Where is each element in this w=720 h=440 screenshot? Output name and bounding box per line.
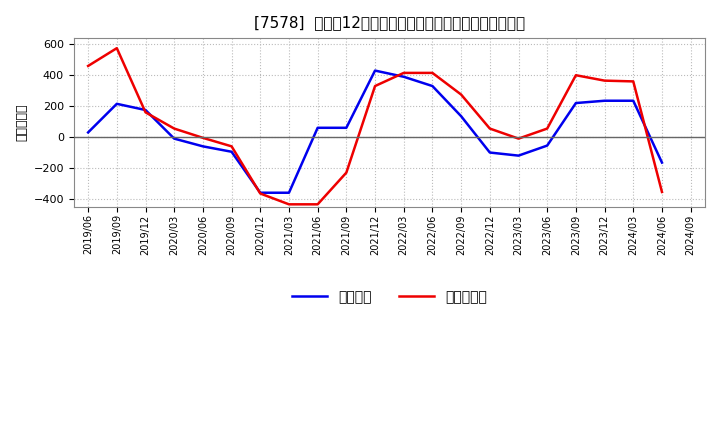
当期純利益 xyxy=(284,202,293,207)
Legend: 経常利益, 当期純利益: 経常利益, 当期純利益 xyxy=(287,284,492,309)
Title: [7578]  利益だ12か月移動合計の対前年同期増減額の推移: [7578] 利益だ12か月移動合計の対前年同期増減額の推移 xyxy=(254,15,525,30)
経常利益 xyxy=(228,149,236,154)
経常利益 xyxy=(657,160,666,165)
当期純利益 xyxy=(199,135,207,140)
当期純利益 xyxy=(657,189,666,194)
当期純利益 xyxy=(256,191,264,196)
経常利益 xyxy=(514,153,523,158)
経常利益 xyxy=(342,125,351,130)
経常利益 xyxy=(170,136,179,141)
当期純利益 xyxy=(228,144,236,149)
当期純利益 xyxy=(629,79,638,84)
当期純利益 xyxy=(400,70,408,76)
当期純利益 xyxy=(84,63,92,69)
当期純利益 xyxy=(543,126,552,131)
当期純利益 xyxy=(342,170,351,175)
当期純利益 xyxy=(313,202,322,207)
Y-axis label: （百万円）: （百万円） xyxy=(15,104,28,141)
Line: 当期純利益: 当期純利益 xyxy=(88,48,662,204)
経常利益 xyxy=(256,190,264,195)
経常利益 xyxy=(141,107,150,113)
当期純利益 xyxy=(371,84,379,89)
当期純利益 xyxy=(600,78,609,83)
経常利益 xyxy=(371,68,379,73)
経常利益 xyxy=(400,74,408,79)
当期純利益 xyxy=(112,45,121,51)
当期純利益 xyxy=(485,126,494,131)
当期純利益 xyxy=(572,73,580,78)
当期純利益 xyxy=(456,92,465,97)
経常利益 xyxy=(600,98,609,103)
当期純利益 xyxy=(141,110,150,115)
経常利益 xyxy=(572,100,580,106)
経常利益 xyxy=(629,98,638,103)
経常利益 xyxy=(485,150,494,155)
経常利益 xyxy=(543,143,552,148)
当期純利益 xyxy=(514,136,523,141)
経常利益 xyxy=(313,125,322,130)
当期純利益 xyxy=(428,70,437,76)
経常利益 xyxy=(84,130,92,135)
経常利益 xyxy=(456,114,465,119)
経常利益 xyxy=(428,84,437,89)
経常利益 xyxy=(199,144,207,149)
当期純利益 xyxy=(170,126,179,131)
Line: 経常利益: 経常利益 xyxy=(88,70,662,193)
経常利益 xyxy=(284,190,293,195)
経常利益 xyxy=(112,101,121,106)
